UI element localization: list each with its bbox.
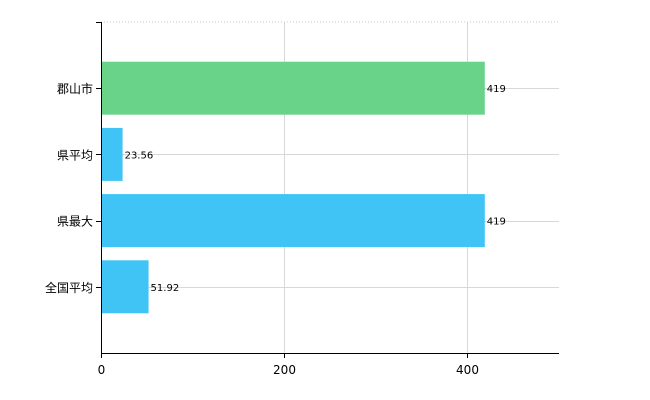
y-tick-label-0: 郡山市	[57, 81, 93, 96]
x-tick-label-1: 200	[273, 363, 296, 377]
bar-1	[101, 127, 123, 181]
y-tick-label-1: 県平均	[57, 148, 93, 162]
bar-3	[101, 260, 149, 314]
data-label-0: 419	[487, 84, 506, 95]
y-tick-label-3: 全国平均	[45, 280, 93, 295]
x-tick-label-0: 0	[98, 363, 106, 377]
bar-2	[101, 194, 485, 248]
x-tick-label-2: 400	[456, 363, 479, 377]
axis-layer	[96, 22, 559, 358]
data-label-1: 23.56	[125, 150, 154, 161]
bar-layer	[101, 61, 485, 314]
data-label-2: 419	[487, 217, 506, 228]
y-tick-label-2: 県最大	[57, 215, 93, 229]
label-layer: 419 郡山市 23.56 県平均 419 県最大 51.92 全国平均 0 200 400	[45, 81, 506, 377]
bar-0	[101, 61, 485, 115]
data-label-3: 51.92	[151, 283, 180, 294]
